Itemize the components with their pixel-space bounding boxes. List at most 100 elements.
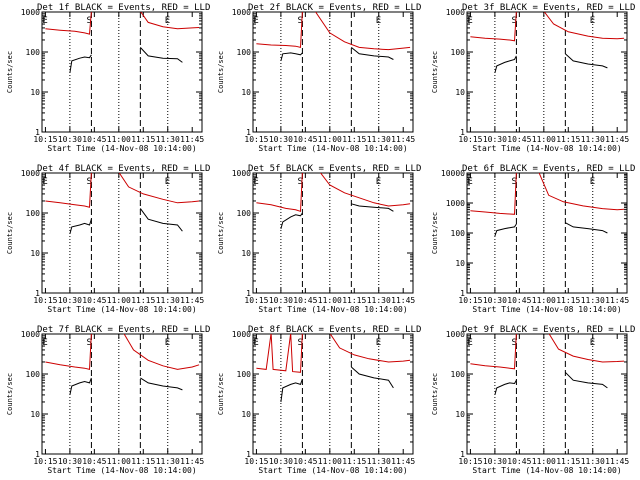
plot-title: Det 5f BLACK = Events, RED = LLD — [248, 164, 421, 174]
x-tick-label: 10:30 — [483, 135, 507, 144]
x-tick-label: 10:45 — [293, 135, 317, 144]
marker-label-s: S — [297, 16, 302, 26]
x-tick-label: 10:15 — [33, 457, 57, 466]
x-tick-label: 11:30 — [367, 296, 391, 305]
y-tick-label: 1000 — [446, 8, 465, 17]
events-series-line — [564, 53, 608, 69]
x-tick-label: 11:45 — [391, 296, 415, 305]
marker-label-s: S — [511, 177, 516, 187]
y-axis-label: Counts/sec — [431, 212, 439, 254]
y-tick-label: 10 — [30, 249, 40, 258]
series-group — [45, 334, 200, 396]
events-series-line — [494, 55, 517, 74]
x-tick-label: 10:30 — [58, 296, 82, 305]
x-tick-label: 11:15 — [556, 457, 580, 466]
y-axis-label: Counts/sec — [6, 373, 14, 415]
plot-frame — [466, 11, 628, 133]
marker-label-s: S — [297, 177, 302, 187]
marker-label-e: E — [165, 16, 170, 26]
y-axis-label: Counts/sec — [431, 51, 439, 93]
series-group — [256, 173, 411, 230]
x-tick-label: 10:45 — [82, 457, 106, 466]
marker-label-s: S — [86, 177, 91, 187]
detector-panel-4: Det 4f BLACK = Events, RED = LLD 1 10 100 10… — [6, 164, 210, 314]
x-tick-label: 11:45 — [605, 296, 629, 305]
y-tick-label: 1 — [460, 450, 465, 459]
marker-label-s: S — [511, 338, 516, 348]
x-tick-label: 11:15 — [131, 135, 155, 144]
plot-title: Det 9f BLACK = Events, RED = LLD — [462, 325, 635, 335]
marker-label-e: E — [42, 338, 47, 348]
plot-frame — [252, 172, 414, 294]
x-axis-label: Start Time (14-Nov-08 10:14:00) — [472, 466, 621, 475]
events-series-line — [69, 54, 92, 73]
detector-panel-8: Det 8f BLACK = Events, RED = LLD 1 10 100 10… — [217, 325, 421, 475]
x-axis-label: Start Time (14-Nov-08 10:14:00) — [472, 305, 621, 314]
y-axis-label: Counts/sec — [6, 51, 14, 93]
marker-label-s: S — [297, 338, 302, 348]
events-series-line — [280, 52, 303, 62]
marker-label-s: S — [511, 16, 516, 26]
y-tick-label: 100 — [26, 209, 41, 218]
events-series-line — [69, 377, 92, 396]
series-group — [470, 12, 625, 74]
x-tick-label: 11:15 — [556, 296, 580, 305]
y-tick-label: 1 — [246, 289, 251, 298]
y-tick-label: 100 — [451, 370, 466, 379]
y-tick-label: 1000 — [446, 199, 465, 208]
x-tick-label: 10:15 — [458, 457, 482, 466]
x-axis-label: Start Time (14-Nov-08 10:14:00) — [472, 144, 621, 153]
x-tick-label: 11:30 — [581, 135, 605, 144]
y-tick-label: 10 — [455, 259, 465, 268]
y-tick-label: 10 — [30, 410, 40, 419]
y-tick-label: 1 — [460, 289, 465, 298]
x-tick-label: 10:45 — [507, 135, 531, 144]
lld-series-line — [45, 173, 92, 208]
lld-series-line — [256, 173, 303, 212]
x-tick-label: 10:30 — [58, 135, 82, 144]
marker-label-e: E — [376, 177, 381, 187]
series-group — [470, 334, 625, 396]
y-tick-label: 1 — [35, 289, 40, 298]
plot-title: Det 2f BLACK = Events, RED = LLD — [248, 3, 421, 13]
x-tick-label: 11:00 — [107, 457, 131, 466]
plot-title: Det 4f BLACK = Events, RED = LLD — [37, 164, 210, 174]
marker-label-e: E — [253, 177, 258, 187]
lld-series-line — [548, 334, 625, 363]
lld-series-line — [315, 12, 411, 51]
x-axis-label: Start Time (14-Nov-08 10:14:00) — [47, 144, 196, 153]
events-series-line — [280, 378, 303, 403]
plot-frame — [252, 333, 414, 455]
x-axis-label: Start Time (14-Nov-08 10:14:00) — [47, 466, 196, 475]
x-tick-label: 10:30 — [269, 135, 293, 144]
y-tick-label: 10 — [455, 410, 465, 419]
x-tick-label: 11:15 — [342, 296, 366, 305]
lld-series-line — [140, 12, 200, 30]
x-tick-label: 11:45 — [391, 135, 415, 144]
detector-panel-2: Det 2f BLACK = Events, RED = LLD 1 10 100 10… — [217, 3, 421, 153]
marker-label-e: E — [590, 338, 595, 348]
detector-panel-9: Det 9f BLACK = Events, RED = LLD 1 10 100 10… — [431, 325, 635, 475]
marker-label-e: E — [467, 338, 472, 348]
y-tick-label: 10 — [30, 88, 40, 97]
x-tick-label: 10:30 — [483, 457, 507, 466]
series-group — [45, 173, 200, 235]
x-tick-label: 11:00 — [318, 296, 342, 305]
x-tick-label: 11:45 — [391, 457, 415, 466]
lld-series-line — [470, 334, 517, 370]
y-tick-label: 10 — [455, 88, 465, 97]
x-tick-label: 10:45 — [507, 296, 531, 305]
marker-label-e: E — [376, 338, 381, 348]
events-series-line — [565, 222, 608, 234]
marker-label-e: E — [467, 177, 472, 187]
lld-series-line — [470, 12, 517, 42]
events-series-line — [69, 219, 92, 235]
x-tick-label: 10:15 — [33, 135, 57, 144]
plot-frame — [41, 11, 203, 133]
lld-series-line — [256, 334, 303, 373]
x-tick-label: 11:00 — [532, 457, 556, 466]
lld-series-line — [538, 173, 625, 211]
x-tick-label: 11:15 — [342, 457, 366, 466]
y-tick-label: 100 — [26, 370, 41, 379]
x-tick-label: 11:00 — [318, 135, 342, 144]
